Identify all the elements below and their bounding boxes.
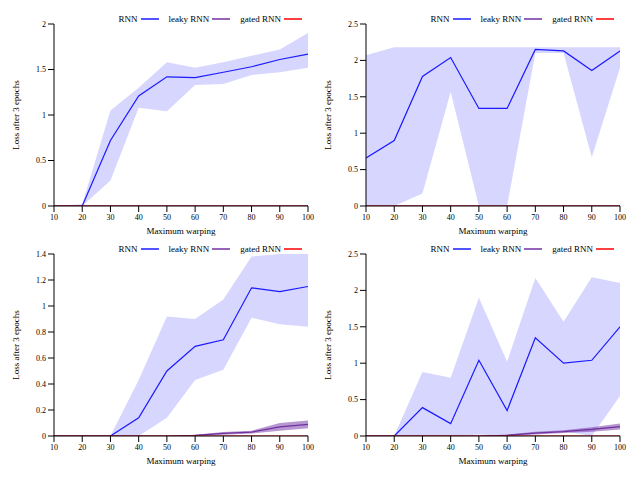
svg-text:70: 70 [219, 443, 227, 452]
svg-text:80: 80 [560, 443, 568, 452]
svg-text:60: 60 [503, 443, 511, 452]
svg-text:1.5: 1.5 [36, 65, 46, 74]
svg-text:60: 60 [503, 213, 511, 222]
svg-text:0.2: 0.2 [36, 406, 46, 415]
svg-text:20: 20 [390, 443, 398, 452]
svg-text:2.5: 2.5 [348, 20, 358, 29]
svg-text:90: 90 [588, 443, 596, 452]
svg-text:2: 2 [42, 20, 46, 29]
svg-text:100: 100 [302, 443, 314, 452]
svg-text:Maximum warping: Maximum warping [458, 226, 528, 236]
svg-text:80: 80 [560, 213, 568, 222]
svg-text:1: 1 [42, 111, 46, 120]
svg-text:10: 10 [50, 443, 58, 452]
html-text:gated RNN: gated RNN [240, 244, 281, 254]
svg-text:50: 50 [475, 213, 483, 222]
svg-text:Loss after 3 epochs: Loss after 3 epochs [323, 310, 333, 380]
html-text:RNN: RNN [118, 14, 138, 24]
svg-text:30: 30 [418, 213, 426, 222]
html-text:gated RNN: gated RNN [552, 14, 593, 24]
svg-text:Maximum warping: Maximum warping [146, 456, 216, 466]
svg-text:0.5: 0.5 [36, 156, 46, 165]
svg-text:Loss after 3 epochs: Loss after 3 epochs [323, 80, 333, 150]
svg-text:2: 2 [354, 56, 358, 65]
svg-text:Loss after 3 epochs: Loss after 3 epochs [11, 80, 21, 150]
svg-text:10: 10 [50, 213, 58, 222]
svg-text:10: 10 [362, 213, 370, 222]
svg-text:50: 50 [475, 443, 483, 452]
svg-text:0.8: 0.8 [36, 328, 46, 337]
svg-text:1: 1 [42, 302, 46, 311]
svg-text:2: 2 [354, 286, 358, 295]
svg-text:1.5: 1.5 [348, 93, 358, 102]
svg-text:40: 40 [135, 443, 143, 452]
svg-text:Loss after 3 epochs: Loss after 3 epochs [11, 310, 21, 380]
svg-text:1: 1 [354, 129, 358, 138]
html-text:leaky RNN: leaky RNN [168, 14, 210, 24]
svg-text:70: 70 [219, 213, 227, 222]
svg-text:1: 1 [354, 359, 358, 368]
html-text:gated RNN: gated RNN [552, 244, 593, 254]
html-text:RNN: RNN [430, 14, 450, 24]
svg-text:70: 70 [531, 443, 539, 452]
svg-text:80: 80 [248, 443, 256, 452]
svg-text:30: 30 [106, 213, 114, 222]
svg-text:Maximum warping: Maximum warping [146, 226, 216, 236]
svg-text:90: 90 [276, 213, 284, 222]
svg-text:10: 10 [362, 443, 370, 452]
html-text:RNN: RNN [430, 244, 450, 254]
html-text:leaky RNN: leaky RNN [480, 244, 522, 254]
svg-text:20: 20 [390, 213, 398, 222]
svg-text:20: 20 [78, 213, 86, 222]
svg-text:90: 90 [588, 213, 596, 222]
svg-text:1.4: 1.4 [36, 250, 46, 259]
svg-text:0: 0 [354, 202, 358, 211]
svg-text:50: 50 [163, 443, 171, 452]
svg-text:100: 100 [614, 443, 626, 452]
html-text:leaky RNN: leaky RNN [168, 244, 210, 254]
svg-text:60: 60 [191, 213, 199, 222]
svg-text:60: 60 [191, 443, 199, 452]
svg-text:0: 0 [42, 432, 46, 441]
html-text:RNN: RNN [118, 244, 138, 254]
svg-text:0: 0 [42, 202, 46, 211]
svg-text:40: 40 [447, 443, 455, 452]
svg-text:0: 0 [354, 432, 358, 441]
html-text:gated RNN: gated RNN [240, 14, 281, 24]
svg-text:100: 100 [614, 213, 626, 222]
svg-text:40: 40 [447, 213, 455, 222]
html-text:leaky RNN: leaky RNN [480, 14, 522, 24]
svg-text:20: 20 [78, 443, 86, 452]
svg-text:30: 30 [106, 443, 114, 452]
svg-text:2.5: 2.5 [348, 250, 358, 259]
svg-text:0.5: 0.5 [348, 395, 358, 404]
svg-text:30: 30 [418, 443, 426, 452]
svg-text:40: 40 [135, 213, 143, 222]
svg-text:1.5: 1.5 [348, 323, 358, 332]
svg-text:50: 50 [163, 213, 171, 222]
svg-text:0.6: 0.6 [36, 354, 46, 363]
svg-text:90: 90 [276, 443, 284, 452]
svg-text:Maximum warping: Maximum warping [458, 456, 528, 466]
svg-text:80: 80 [248, 213, 256, 222]
svg-text:100: 100 [302, 213, 314, 222]
svg-text:0.5: 0.5 [348, 165, 358, 174]
svg-text:1.2: 1.2 [36, 276, 46, 285]
svg-text:0.4: 0.4 [36, 380, 46, 389]
svg-text:70: 70 [531, 213, 539, 222]
